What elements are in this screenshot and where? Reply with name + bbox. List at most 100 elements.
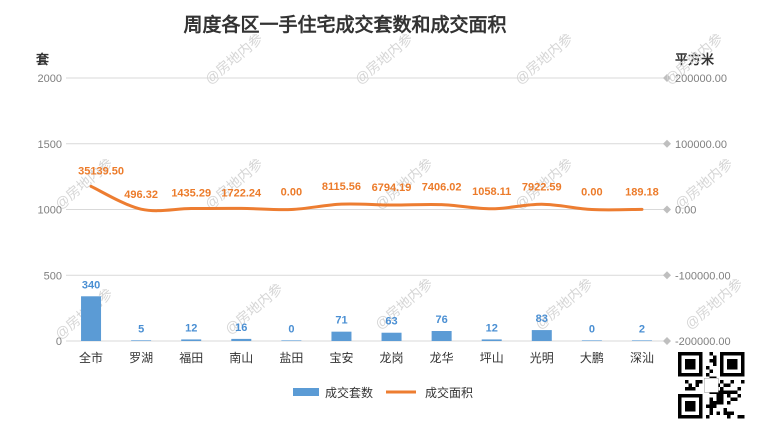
line-series <box>89 184 644 213</box>
qr-code <box>676 350 747 421</box>
qr-module <box>720 397 724 401</box>
gridlines <box>66 74 671 345</box>
line-label: 496.32 <box>124 189 158 201</box>
watermark-text: @房地内参 <box>352 30 416 87</box>
qr-module <box>709 411 713 415</box>
qr-module <box>713 359 717 363</box>
qr-module <box>713 401 717 405</box>
watermark-text: @房地内参 <box>372 275 436 332</box>
qr-module <box>723 408 727 412</box>
line-path <box>89 184 644 213</box>
qr-module <box>727 415 731 419</box>
bar-坪山 <box>481 339 502 341</box>
bar-label: 16 <box>235 322 247 334</box>
qr-module <box>688 387 692 391</box>
category-label: 罗湖 <box>129 350 153 365</box>
bar-data-labels: 340 5 12 16 0 71 63 76 12 83 0 2 <box>82 279 645 335</box>
qr-module <box>709 359 713 363</box>
bar-福田 <box>181 339 202 341</box>
qr-module <box>709 401 713 405</box>
category-label: 盐田 <box>279 351 303 365</box>
right-tick-label: -100000.00 <box>675 270 731 282</box>
qr-finder-core <box>727 359 738 370</box>
qr-module <box>720 387 724 391</box>
category-label: 全市 <box>79 350 103 365</box>
line-label: 6794.19 <box>372 182 412 194</box>
qr-module <box>706 404 710 408</box>
bar-label: 0 <box>288 323 294 335</box>
qr-module <box>727 411 731 415</box>
qr-module <box>734 397 738 401</box>
qr-module <box>730 390 734 394</box>
qr-module <box>716 397 720 401</box>
right-tick-label: 0.00 <box>675 205 696 217</box>
line-label: 1058.11 <box>472 186 511 198</box>
category-label: 龙岗 <box>380 351 404 365</box>
right-axis-label: 平方米 <box>675 52 715 67</box>
watermark-text: @房地内参 <box>202 155 266 212</box>
qr-module <box>716 394 720 398</box>
qr-module <box>706 366 710 370</box>
category-label: 宝安 <box>329 350 353 365</box>
qr-module <box>741 380 745 384</box>
legend-swatch-bar <box>293 388 319 396</box>
left-axis-ticks: 0 500 1000 1500 2000 <box>38 73 62 348</box>
bar-全市 <box>81 296 102 341</box>
bar-盐田 <box>281 340 302 341</box>
bar-南山 <box>231 338 252 341</box>
left-tick-label: 0 <box>56 336 62 348</box>
line-label: 0.00 <box>581 187 602 199</box>
qr-module <box>709 404 713 408</box>
qr-module <box>706 373 710 377</box>
qr-module <box>709 352 713 356</box>
qr-module <box>699 380 703 384</box>
qr-module <box>716 411 720 415</box>
line-label: 1435.29 <box>171 188 211 200</box>
qr-module <box>713 355 717 359</box>
qr-finder-core <box>685 401 696 412</box>
qr-module <box>720 390 724 394</box>
gridline-end-diamond <box>663 74 671 82</box>
qr-module <box>709 369 713 373</box>
qr-module <box>723 411 727 415</box>
line-label: 0.00 <box>281 187 302 199</box>
qr-module <box>720 394 724 398</box>
qr-module <box>720 401 724 405</box>
bar-label: 12 <box>486 322 498 334</box>
qr-module <box>688 383 692 387</box>
left-tick-label: 1000 <box>38 205 62 217</box>
qr-module <box>737 394 741 398</box>
right-tick-label: -200000.00 <box>675 336 731 348</box>
line-label: 7922.59 <box>522 181 562 193</box>
qr-module <box>727 383 731 387</box>
bar-深汕 <box>631 340 652 341</box>
bar-光明 <box>531 330 552 341</box>
qr-module <box>730 411 734 415</box>
legend-label-line: 成交面积 <box>425 385 473 400</box>
bar-label: 5 <box>138 323 144 335</box>
right-tick-label: 100000.00 <box>675 139 727 151</box>
qr-module <box>709 408 713 412</box>
bar-label: 340 <box>82 279 100 291</box>
bar-label: 12 <box>185 322 197 334</box>
bar-label: 2 <box>639 323 645 335</box>
qr-module <box>720 380 724 384</box>
left-axis-label: 套 <box>35 52 50 67</box>
watermark-text: @房地内参 <box>682 275 746 332</box>
qr-module <box>730 380 734 384</box>
qr-module <box>685 387 689 391</box>
bar-series <box>81 296 652 341</box>
qr-module <box>685 380 689 384</box>
bar-label: 76 <box>436 314 448 326</box>
category-label: 光明 <box>530 351 554 365</box>
line-label: 7406.02 <box>422 182 462 194</box>
category-label: 龙华 <box>430 351 454 365</box>
qr-module <box>737 415 741 419</box>
line-label: 35139.50 <box>78 165 124 177</box>
left-tick-label: 2000 <box>38 73 62 85</box>
bar-龙岗 <box>381 332 402 341</box>
gridline-end-diamond <box>663 271 671 280</box>
qr-module <box>695 380 699 384</box>
